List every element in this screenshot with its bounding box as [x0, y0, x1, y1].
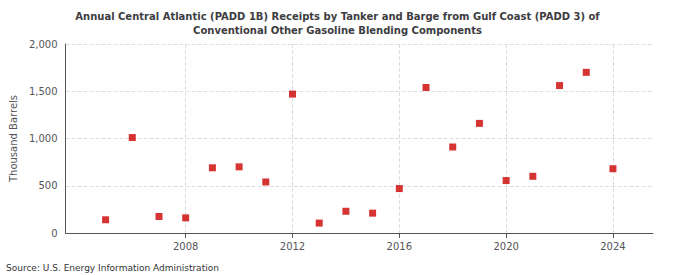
svg-text:500: 500: [38, 180, 57, 191]
svg-text:2,000: 2,000: [29, 39, 58, 50]
svg-text:Source: U.S. Energy Informatio: Source: U.S. Energy Information Administ…: [6, 263, 219, 273]
svg-text:2008: 2008: [173, 241, 198, 252]
svg-text:Conventional Other Gasoline Bl: Conventional Other Gasoline Blending Com…: [193, 25, 482, 36]
svg-text:2024: 2024: [600, 241, 625, 252]
svg-text:1,000: 1,000: [29, 133, 58, 144]
svg-text:0: 0: [51, 228, 57, 239]
svg-text:2016: 2016: [387, 241, 412, 252]
svg-text:2020: 2020: [493, 241, 518, 252]
svg-text:2012: 2012: [280, 241, 305, 252]
svg-text:Annual Central Atlantic (PADD: Annual Central Atlantic (PADD 1B) Receip…: [75, 11, 600, 22]
svg-text:Thousand Barrels: Thousand Barrels: [8, 95, 19, 183]
svg-text:1,500: 1,500: [29, 86, 58, 97]
